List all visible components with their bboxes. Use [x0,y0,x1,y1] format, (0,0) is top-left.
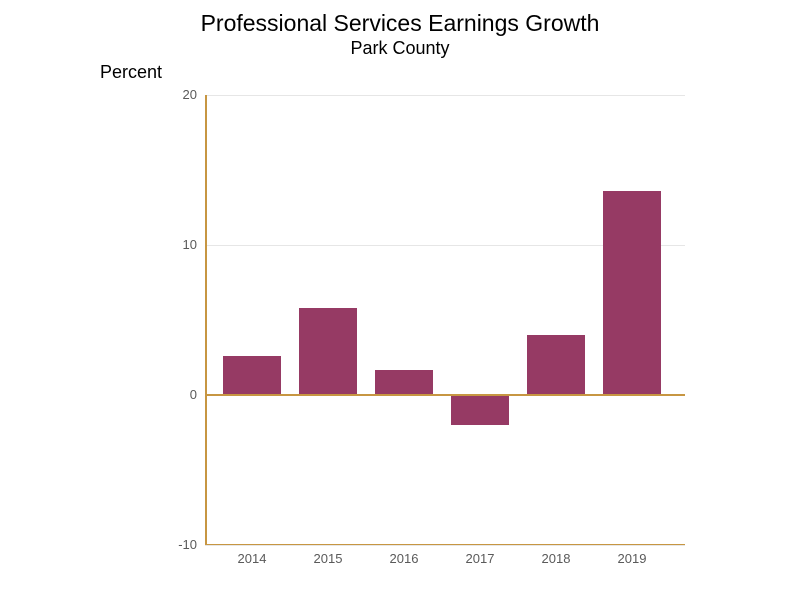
bar [527,335,585,395]
x-tick-label: 2014 [223,551,281,566]
y-tick-label: 20 [161,87,197,102]
bar [375,370,433,396]
gridline [205,95,685,96]
chart-subtitle: Park County [0,38,800,59]
x-tick-label: 2017 [451,551,509,566]
y-axis-label: Percent [100,62,162,83]
zero-line [205,394,685,396]
x-axis-line [205,544,685,546]
x-tick-label: 2016 [375,551,433,566]
plot-area: -1001020201420152016201720182019 [205,95,685,545]
y-axis-line [205,95,207,545]
bar [603,191,661,395]
y-tick-label: 0 [161,387,197,402]
gridline [205,545,685,546]
y-tick-label: 10 [161,237,197,252]
bar [451,395,509,425]
x-tick-label: 2015 [299,551,357,566]
x-tick-label: 2018 [527,551,585,566]
chart-title: Professional Services Earnings Growth [0,10,800,37]
bar [223,356,281,395]
bar [299,308,357,395]
y-tick-label: -10 [161,537,197,552]
x-tick-label: 2019 [603,551,661,566]
